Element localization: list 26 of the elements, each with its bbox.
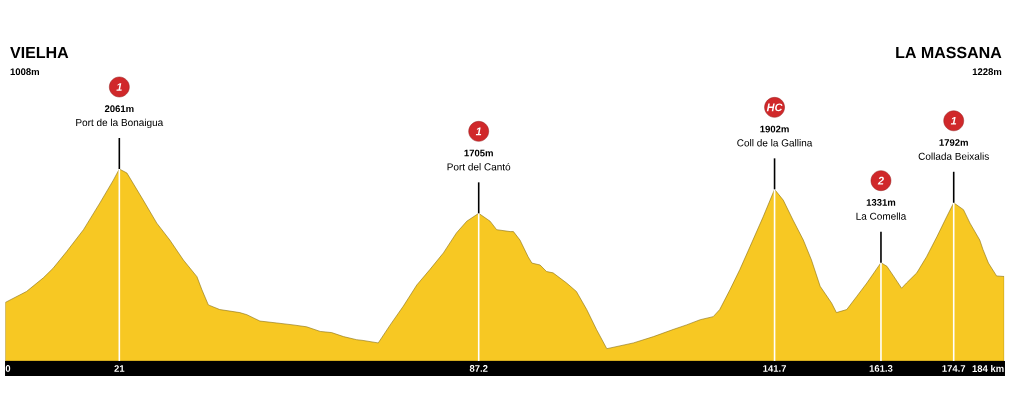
text: VIELHA — [10, 46, 69, 58]
annotation: 1331m — [866, 199, 896, 206]
x-tick-label: 141.7 — [763, 365, 787, 372]
x-tick-label: 0 — [5, 365, 11, 372]
x-tick-label: 184 km — [972, 365, 1004, 372]
annotation: La Comella — [856, 212, 907, 220]
text: 1 — [950, 117, 957, 125]
x-tick-label: 174.7 — [942, 365, 966, 372]
text: 1902m — [760, 125, 789, 133]
x-tick-label: 87.2 — [469, 365, 488, 372]
text: HC — [766, 103, 783, 112]
text: 1705m — [464, 149, 493, 157]
annotation: Collada Beixalis — [918, 152, 989, 160]
x-tick-label: 21 — [114, 365, 125, 372]
text: LA MASSANA — [896, 46, 1002, 59]
text: 1792m — [939, 139, 968, 146]
x-tick-label: 161.3 — [869, 365, 893, 372]
text: 1008m — [10, 68, 39, 76]
text: 1228m — [972, 68, 1002, 76]
annotation: 2 — [877, 176, 884, 185]
text: 1 — [116, 83, 122, 91]
annotation: Port de la Bonaigua — [76, 118, 164, 129]
text: 1 — [475, 127, 482, 136]
annotation: Port del Cantó — [447, 162, 511, 171]
text: 2061m — [104, 105, 134, 113]
annotation: Coll de la Gallina — [737, 139, 813, 147]
